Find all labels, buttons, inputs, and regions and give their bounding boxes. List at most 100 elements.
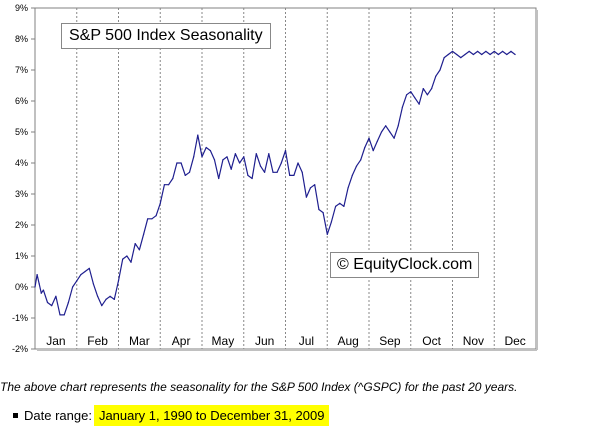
watermark-label: © EquityClock.com [330,252,480,278]
data-point [97,295,99,297]
x-tick-label: Jul [299,334,314,348]
y-tick-label: 4% [15,158,28,168]
data-point [222,159,224,161]
data-point [309,187,312,189]
data-point [368,137,370,139]
data-point [414,97,416,99]
data-point [109,295,111,297]
data-point [247,174,249,176]
y-tick-label: 7% [15,65,28,75]
data-point [389,131,391,133]
data-point [205,146,207,149]
data-point [55,295,57,297]
data-point [239,162,241,164]
data-point [439,69,441,71]
data-point [105,298,107,300]
data-point [410,91,412,93]
data-point [76,280,78,282]
data-point [184,174,186,176]
data-point [34,286,36,288]
data-point [138,249,140,251]
y-tick-label: -1% [12,313,28,323]
data-point [326,233,328,235]
data-point [393,137,395,139]
data-point [447,53,449,56]
data-point [468,50,470,53]
data-point [305,196,307,198]
data-point [130,261,132,263]
data-point [180,162,182,164]
data-point [259,165,262,167]
data-point [255,153,257,155]
data-point [318,208,320,211]
data-point [188,171,191,173]
data-point [113,298,115,300]
data-point [330,221,332,223]
bullet-icon [13,412,18,418]
data-point [92,283,94,285]
data-point [268,153,270,155]
data-point [143,233,145,235]
y-tick-label: -2% [12,344,28,354]
data-point [451,50,454,53]
data-point [59,314,61,316]
data-point [155,215,157,217]
data-point [38,283,40,285]
data-point [339,202,341,204]
data-point [251,177,253,180]
data-point [347,187,349,189]
data-point [472,53,474,56]
data-point [426,94,428,96]
data-point [422,88,424,90]
data-point [376,140,378,142]
x-tick-label: Jun [255,334,274,348]
data-point [514,53,516,56]
chart-canvas: -2% -1% 0% 1% 2% 3% 4% 5% 6% 7% 8% 9% Jan Feb Mar Apr Ma… [12,3,538,354]
data-point [234,153,236,155]
data-point [297,162,299,164]
data-point [364,146,366,149]
y-tick-label: 8% [15,34,28,44]
data-point [351,174,353,176]
data-point [380,131,383,133]
seasonality-chart: -2% -1% 0% 1% 2% 3% 4% 5% 6% 7% 8% 9% Jan Feb Mar Apr Ma… [12,3,538,354]
data-point [485,50,487,53]
data-point [460,57,462,59]
data-point [72,286,74,288]
data-point [284,150,287,152]
data-point [63,314,65,316]
data-point [456,53,458,56]
x-tick-label: Sep [379,334,401,348]
y-tick-label: 6% [15,96,28,106]
x-tick-label: Jan [46,334,65,348]
data-point [80,274,82,276]
data-point [84,270,86,273]
data-point [168,184,170,186]
data-point [213,159,216,161]
data-point [477,50,479,53]
data-point [218,177,220,180]
data-point [443,57,445,59]
data-point [88,267,90,269]
x-tick-label: May [212,334,235,348]
data-point [481,53,483,56]
y-tick-label: 9% [15,3,28,13]
data-point [230,168,232,170]
series-line [34,50,516,316]
data-point [67,301,69,304]
data-point [193,156,195,158]
data-point [40,292,42,294]
data-point [510,50,512,53]
data-point [46,301,49,304]
x-tick-label: Apr [172,334,191,348]
data-point [401,106,403,108]
data-point [117,280,120,282]
data-point [464,53,466,56]
y-tick-label: 3% [15,189,28,199]
data-point [497,53,499,56]
data-point [42,289,45,291]
data-point [226,156,228,158]
data-point [360,159,362,161]
data-point [301,171,303,173]
data-point [322,212,324,214]
